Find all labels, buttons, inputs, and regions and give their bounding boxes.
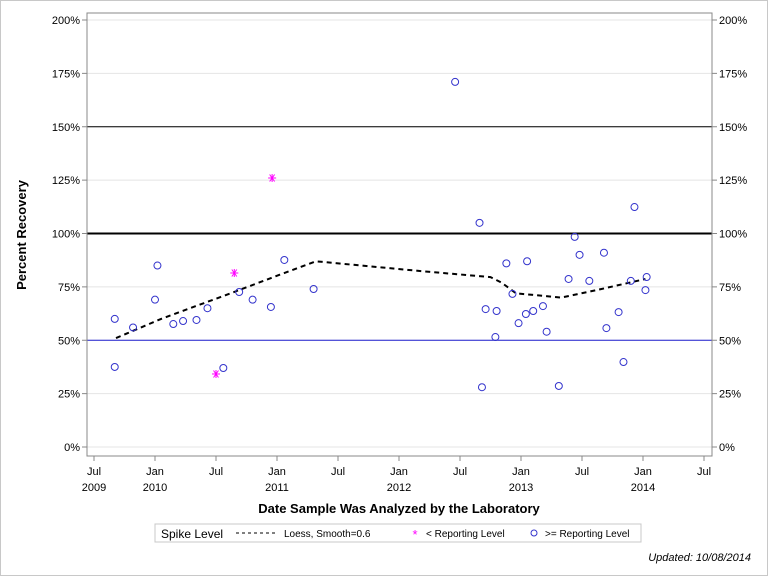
y-tick-label-right: 0% [719,442,735,454]
y-tick-label: 175% [52,68,80,80]
data-point-circle [491,333,500,342]
x-tick-label: Jan [512,466,530,478]
data-point-circle [641,286,650,295]
data-point-circle [110,314,119,323]
legend: Spike Level Loess, Smooth=0.6 * < Report… [154,523,642,543]
legend-circle-label: >= Reporting Level [545,529,630,540]
legend-box [154,523,642,543]
data-point-circle [602,324,611,333]
data-point-circle [529,307,538,316]
legend-circle-icon [530,529,538,537]
loess-line [115,260,646,340]
data-point-circle [599,248,608,257]
data-point-circle [554,381,563,390]
data-point-circle [492,307,501,316]
x-tick-year-label: 2012 [387,482,411,494]
x-tick-label: Jan [634,466,652,478]
data-point-circle [151,295,159,304]
data-point-circle [477,383,486,392]
x-axis: Jul 2009 Jan 2010 Jul Jan 2011 Jul Jan 2012 Jul Jan… [82,456,711,494]
data-point-circle [642,273,651,282]
y-tick-label: 25% [58,389,80,401]
y-tick-label-right: 75% [719,282,741,294]
data-point-circle [542,327,551,336]
y-tick-label: 150% [52,122,80,134]
data-point-circle [153,261,162,270]
x-tick-label: Jul [331,466,345,478]
data-point-circle [451,77,460,86]
y-tick-label-right: 175% [719,68,747,80]
data-point-circle [280,255,289,264]
legend-title: Spike Level [161,527,223,541]
data-point-circle [514,319,523,328]
y-tick-label-right: 150% [719,122,747,134]
loess-series [115,260,646,340]
x-tick-label: Jul [209,466,223,478]
y-tick-label: 0% [64,442,80,454]
data-point-circle [475,218,484,227]
data-point-circle [169,320,178,329]
x-tick-year-label: 2011 [265,482,289,494]
data-point-circle [129,323,138,332]
updated-footnote: Updated: 10/08/2014 [648,552,751,564]
data-point-circle [538,302,547,311]
x-tick-year-label: 2010 [143,482,167,494]
y-tick-label-right: 50% [719,335,741,347]
y-tick-label-right: 25% [719,389,741,401]
x-tick-label: Jul [87,466,101,478]
y-axis: 0% 0% 25% 25% 50% 50% 75% 75% 100% 100% 125% 125% 15… [52,15,747,454]
data-point-circle [619,358,628,367]
data-point-circle [192,315,201,324]
data-point-circle [523,257,532,266]
y-tick-label-right: 125% [719,175,747,187]
y-tick-label: 200% [52,15,80,27]
data-point-circle [502,259,511,268]
x-tick-label: Jan [146,466,164,478]
x-axis-title: Date Sample Was Analyzed by the Laborato… [258,501,540,516]
x-tick-year-label: 2009 [82,482,106,494]
reference-lines [87,126,712,341]
x-tick-year-label: 2014 [631,482,655,494]
y-tick-label: 100% [52,229,80,241]
data-point-circle [626,276,635,285]
points [110,77,651,392]
data-point-circle [508,289,517,298]
y-tick-label-right: 100% [719,229,747,241]
data-point-circle [203,304,212,313]
x-tick-label: Jul [697,466,711,478]
y-tick-label: 75% [58,282,80,294]
data-point-circle [521,309,530,318]
legend-star-label: < Reporting Level [426,529,505,540]
x-tick-year-label: 2013 [509,482,533,494]
data-point-circle [179,317,188,326]
data-point-circle [110,362,119,371]
data-point-circle [585,276,594,285]
data-point-circle [309,285,318,294]
data-point-circle [564,274,573,283]
x-tick-label: Jan [390,466,408,478]
y-tick-label-right: 200% [719,15,747,27]
data-point-circle [235,287,244,296]
y-axis-title: Percent Recovery [14,179,29,290]
x-tick-label: Jul [453,466,467,478]
x-tick-label: Jul [575,466,589,478]
data-point-circle [266,302,275,311]
data-point-circle [219,364,228,373]
y-tick-label: 125% [52,175,80,187]
data-point-star [230,268,239,277]
data-point-circle [575,250,584,259]
x-tick-label: Jan [268,466,286,478]
data-point-circle [248,295,257,304]
data-point-circle [570,232,579,241]
legend-star-icon: * [412,527,417,542]
data-point-star [212,369,220,378]
legend-loess-label: Loess, Smooth=0.6 [284,529,371,540]
data-point-circle [614,308,623,317]
data-point-circle [481,305,490,314]
y-tick-label: 50% [58,335,80,347]
data-point-star [268,173,277,182]
data-point-circle [630,203,639,212]
